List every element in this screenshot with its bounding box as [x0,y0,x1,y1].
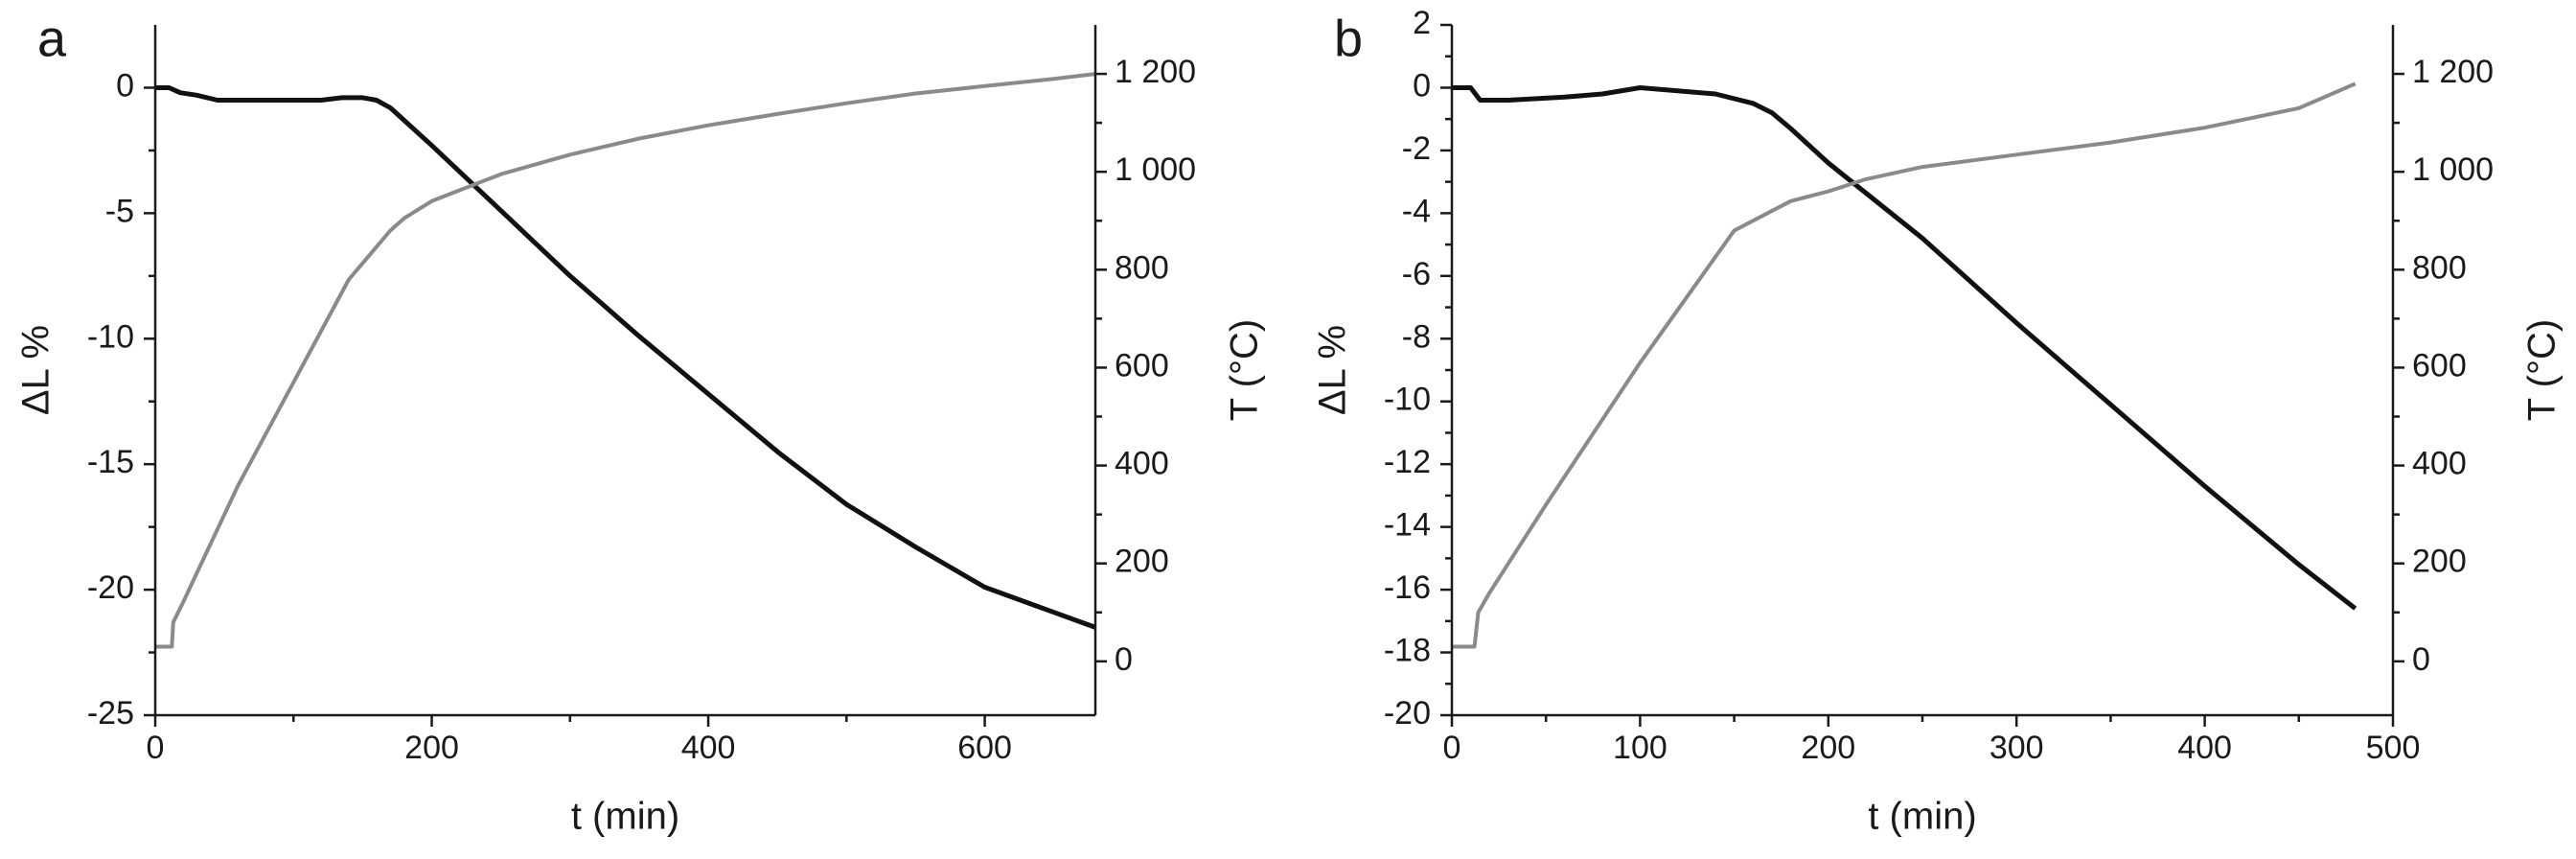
y-right-tick-label: 1 200 [2412,54,2494,90]
y-left-axis-title: ΔL % [1312,325,1354,415]
y-right-tick-label: 1 000 [1115,151,1196,188]
panel-a: 0 200 400 600 0 -5 -10 -15 -20 -25 0 200 400 600 800 1 … [15,10,1266,837]
series-line-length-change [155,85,1096,630]
y-left-tick-label: -10 [1384,382,1431,418]
y-right-tick-label: 400 [1115,446,1169,482]
x-axis-title: t (min) [571,796,679,838]
y-left-tick-label: -14 [1384,507,1431,544]
y-right-tick-label: 800 [2412,249,2467,286]
y-right-tick-label: 1 000 [2412,151,2494,188]
y-right-tick-label: 600 [2412,347,2467,383]
y-left-axis-title: ΔL % [15,325,58,415]
y-left-tick-label: 2 [1413,5,1431,41]
y-right-axis-title: T (°C) [2521,319,2564,421]
y-left-tick-label: -6 [1402,256,1431,292]
y-left-tick-label: -4 [1402,193,1431,229]
y-left-tick-label: -8 [1402,318,1431,355]
x-axis-title: t (min) [1868,796,1976,838]
panel-label: b [1334,10,1363,67]
y-left-tick-label: -15 [87,444,134,480]
y-right-tick-label: 0 [2412,641,2430,678]
y-left-tick-label: -20 [87,569,134,606]
y-left-tick-label: -12 [1384,444,1431,480]
y-right-tick-label: 400 [2412,446,2467,482]
x-tick-label: 100 [1613,730,1668,766]
y-left-tick-label: -5 [105,193,134,229]
y-right-tick-label: 200 [1115,544,1169,580]
panel-label: a [37,10,67,67]
series-line-length-change [1452,85,2358,611]
y-right-axis-title: T (°C) [1224,319,1266,421]
series-line-temperature [155,72,1096,649]
series-line-temperature [1452,81,2357,649]
y-right-tick-label: 1 200 [1115,54,1196,90]
x-tick-label: 600 [957,730,1012,766]
y-left-tick-label: -25 [87,695,134,731]
y-left-tick-label: 0 [116,67,134,104]
panel-b: 0 100 200 300 400 500 2 0 -2 -4 -6 -8 -10 -12 -14 -16 -1… [1312,5,2564,838]
y-left-tick-label: 0 [1413,67,1431,104]
x-tick-label: 500 [2366,730,2421,766]
y-left-tick-label: -2 [1402,130,1431,167]
x-tick-label: 200 [1801,730,1855,766]
y-right-tick-label: 200 [2412,544,2467,580]
x-tick-label: 0 [1443,730,1461,766]
y-left-tick-label: -20 [1384,695,1431,731]
y-left-tick-label: -18 [1384,633,1431,669]
x-tick-label: 300 [1990,730,2044,766]
y-right-tick-label: 600 [1115,347,1169,383]
x-tick-label: 0 [147,730,165,766]
y-left-tick-label: -16 [1384,569,1431,606]
y-right-tick-label: 800 [1115,249,1169,286]
y-left-tick-label: -10 [87,318,134,355]
x-tick-label: 400 [2177,730,2232,766]
x-tick-label: 200 [404,730,459,766]
y-right-tick-label: 0 [1115,641,1133,678]
x-tick-label: 400 [681,730,736,766]
